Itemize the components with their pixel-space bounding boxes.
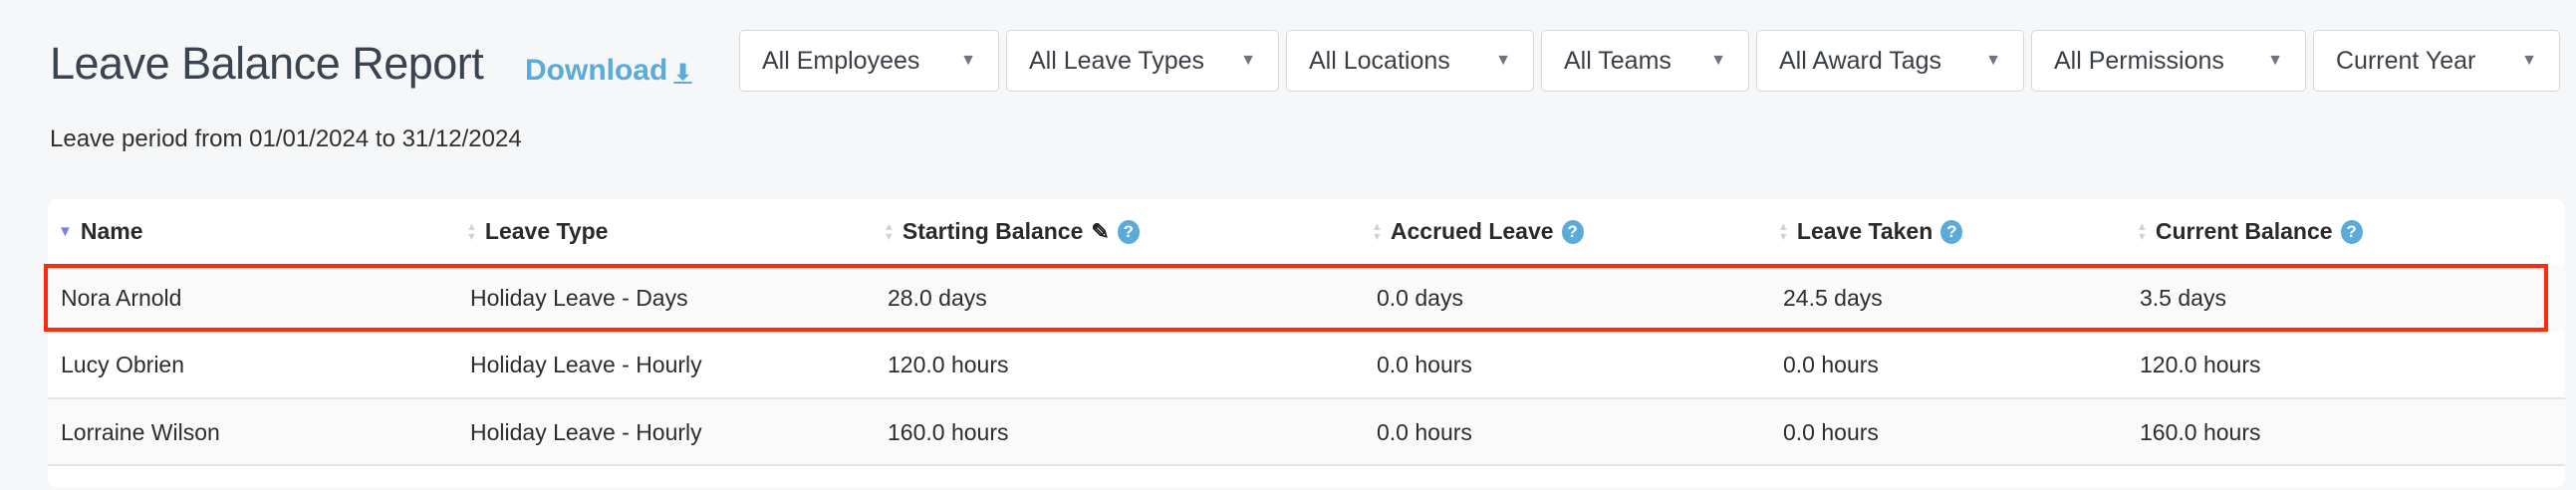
filter-label: All Teams — [1564, 46, 1672, 75]
cell-leave-type: Holiday Leave - Hourly — [470, 351, 702, 377]
filter-teams[interactable]: All Teams ▼ — [1541, 30, 1749, 92]
help-icon[interactable]: ? — [2340, 219, 2363, 244]
caret-down-icon: ▼ — [1240, 52, 1256, 69]
leave-balance-table: ▼ Name ▲ ▼ Leave Type ▲ ▼ Starting Balance ✎? … — [48, 199, 2565, 488]
cell-name: Nora Arnold — [61, 284, 182, 311]
filter-locations[interactable]: All Locations ▼ — [1286, 30, 1534, 92]
caret-down-icon: ▼ — [2521, 52, 2537, 69]
filter-leave-types[interactable]: All Leave Types ▼ — [1006, 30, 1279, 92]
cell-starting-balance: 160.0 hours — [888, 418, 1009, 445]
sort-desc-icon: ▼ — [58, 222, 73, 240]
column-header-accrued-leave[interactable]: ▲ ▼ Accrued Leave? — [1372, 199, 1584, 264]
filter-award-tags[interactable]: All Award Tags ▼ — [1756, 30, 2024, 92]
cell-leave-taken: 0.0 hours — [1783, 418, 1879, 445]
column-header-starting-balance[interactable]: ▲ ▼ Starting Balance ✎? — [884, 199, 1140, 264]
filter-label: All Employees — [762, 46, 920, 75]
sort-icon: ▲ ▼ — [1372, 220, 1383, 243]
filter-label: All Permissions — [2054, 46, 2224, 75]
help-icon[interactable]: ? — [1561, 219, 1584, 244]
sort-icon: ▲ ▼ — [466, 220, 477, 243]
cell-current-balance: 3.5 days — [2140, 284, 2226, 311]
cell-accrued-leave: 0.0 hours — [1377, 418, 1472, 445]
cell-accrued-leave: 0.0 hours — [1377, 351, 1472, 377]
cell-current-balance: 160.0 hours — [2140, 418, 2261, 445]
table-row[interactable]: Nora Arnold Holiday Leave - Days 28.0 da… — [48, 264, 2565, 332]
table-row[interactable]: Lucy Obrien Holiday Leave - Hourly 120.0… — [48, 332, 2565, 397]
filter-label: All Locations — [1309, 46, 1450, 75]
caret-down-icon: ▼ — [960, 52, 976, 69]
caret-down-icon: ▼ — [1495, 52, 1511, 69]
cell-starting-balance: 28.0 days — [888, 284, 987, 311]
help-icon[interactable]: ? — [1940, 219, 1963, 244]
filter-label: All Leave Types — [1029, 46, 1205, 75]
cell-accrued-leave: 0.0 days — [1377, 284, 1463, 311]
caret-down-icon: ▼ — [1710, 52, 1726, 69]
cell-name: Lucy Obrien — [61, 351, 185, 377]
caret-down-icon: ▼ — [2267, 52, 2283, 69]
sort-icon: ▲ ▼ — [1778, 220, 1789, 243]
filter-permissions[interactable]: All Permissions ▼ — [2031, 30, 2306, 92]
column-header-name[interactable]: ▼ Name — [58, 199, 143, 264]
download-label: Download — [525, 54, 668, 87]
cell-current-balance: 120.0 hours — [2140, 351, 2261, 377]
column-label: Leave Taken — [1796, 218, 1933, 244]
table-header: ▼ Name ▲ ▼ Leave Type ▲ ▼ Starting Balance ✎? … — [48, 199, 2565, 264]
filter-period[interactable]: Current Year ▼ — [2313, 30, 2560, 92]
cell-leave-type: Holiday Leave - Hourly — [470, 418, 702, 445]
cell-leave-type: Holiday Leave - Days — [470, 284, 688, 311]
sort-icon: ▲ ▼ — [884, 220, 895, 243]
column-label: Current Balance — [2155, 218, 2333, 244]
filter-bar: All Employees ▼ All Leave Types ▼ All Loca… — [739, 30, 2560, 92]
page-title: Leave Balance Report — [50, 38, 484, 89]
filter-label: All Award Tags — [1779, 46, 1942, 75]
filter-employees[interactable]: All Employees ▼ — [739, 30, 999, 92]
column-header-leave-taken[interactable]: ▲ ▼ Leave Taken? — [1778, 199, 1963, 264]
pencil-icon[interactable]: ✎ — [1091, 218, 1110, 244]
table-row[interactable]: Lorraine Wilson Holiday Leave - Hourly 1… — [48, 397, 2565, 465]
download-arrow-icon: ⬇ — [673, 60, 692, 85]
cell-leave-taken: 0.0 hours — [1783, 351, 1879, 377]
caret-down-icon: ▼ — [1985, 52, 2001, 69]
filter-label: Current Year — [2336, 46, 2476, 75]
sort-icon: ▲ ▼ — [2137, 220, 2148, 243]
cell-leave-taken: 24.5 days — [1783, 284, 1883, 311]
table-row-divider — [48, 464, 2565, 490]
column-label: Leave Type — [484, 218, 609, 244]
download-button[interactable]: Download ⬇ — [525, 54, 692, 88]
column-header-leave-type[interactable]: ▲ ▼ Leave Type — [466, 199, 608, 264]
help-icon[interactable]: ? — [1117, 219, 1140, 244]
column-header-current-balance[interactable]: ▲ ▼ Current Balance? — [2137, 199, 2363, 264]
cell-starting-balance: 120.0 hours — [888, 351, 1009, 377]
column-label: Accrued Leave — [1390, 218, 1554, 244]
column-label: Name — [80, 218, 143, 244]
cell-name: Lorraine Wilson — [61, 418, 220, 445]
leave-period-text: Leave period from 01/01/2024 to 31/12/20… — [50, 125, 522, 152]
column-label: Starting Balance — [902, 218, 1084, 244]
